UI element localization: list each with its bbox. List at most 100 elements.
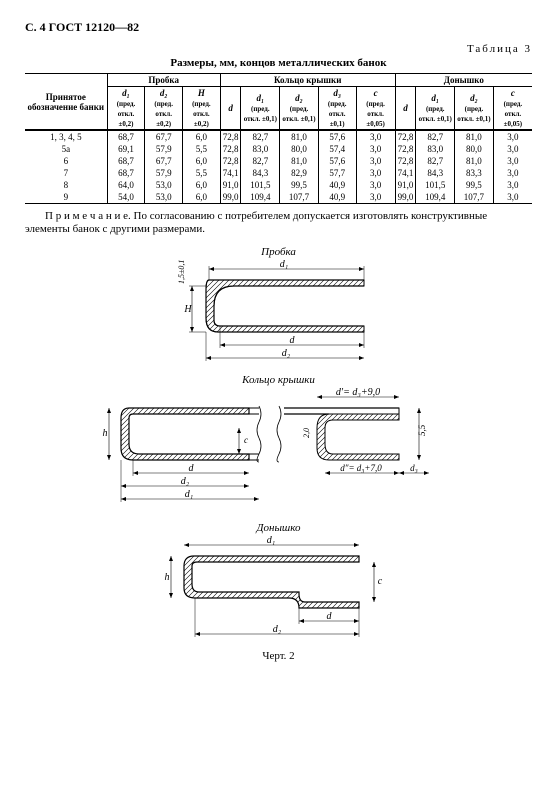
cell: 82,7: [416, 155, 455, 167]
col: d₁(пред. откл. ±0,2): [107, 87, 145, 131]
cell: 74,1: [395, 167, 416, 179]
cell: 3,0: [493, 179, 532, 191]
cell: 72,8: [220, 143, 241, 155]
svg-text:d₁: d₁: [266, 536, 274, 546]
table-row: 864,053,06,091,0101,599,540,93,091,0101,…: [25, 179, 532, 191]
cell: 3,0: [493, 130, 532, 143]
cell: 67,7: [145, 130, 183, 143]
rowhead: Принятое обозначение банки: [25, 74, 107, 131]
col: d₁(пред. откл. ±0,1): [241, 87, 280, 131]
cell: 72,8: [220, 155, 241, 167]
cell: 68,7: [107, 130, 145, 143]
col: d₂(пред. откл. ±0,2): [145, 87, 183, 131]
table-row: 1, 3, 4, 568,767,76,072,882,781,057,63,0…: [25, 130, 532, 143]
dimensions-table: Принятое обозначение банки Пробка Кольцо…: [25, 73, 532, 204]
cell: 57,6: [318, 130, 356, 143]
svg-text:h: h: [102, 428, 107, 439]
cell: 81,0: [280, 155, 319, 167]
cell: 72,8: [220, 130, 241, 143]
cell: 3,0: [493, 143, 532, 155]
svg-text:5,5: 5,5: [417, 425, 427, 437]
cell: 84,3: [241, 167, 280, 179]
cell: 83,3: [455, 167, 494, 179]
cell: 91,0: [395, 179, 416, 191]
cell: 69,1: [107, 143, 145, 155]
table-row: 768,757,95,574,184,382,957,73,074,184,38…: [25, 167, 532, 179]
svg-text:d₃: d₃: [410, 463, 418, 473]
svg-text:H: H: [183, 304, 192, 315]
cell: 57,9: [145, 167, 183, 179]
col: c(пред. откл. ±0,05): [356, 87, 395, 131]
fig-kolco: d′= d₃+9,0 h c 2,0 5,5 d d₂ d₁ d″= d₃+7,…: [99, 388, 459, 518]
cell: 82,9: [280, 167, 319, 179]
cell: 9: [25, 191, 107, 204]
cell: 3,0: [356, 130, 395, 143]
table-row: 668,767,76,072,882,781,057,63,072,882,78…: [25, 155, 532, 167]
fig-donyshko: d₁ h c d d₂: [159, 536, 399, 646]
cell: 68,7: [107, 167, 145, 179]
cell: 81,0: [455, 155, 494, 167]
page-header: С. 4 ГОСТ 12120—82: [25, 20, 532, 35]
svg-text:d₂: d₂: [272, 624, 281, 635]
cell: 80,0: [455, 143, 494, 155]
cell: 3,0: [493, 155, 532, 167]
svg-text:d₁: d₁: [184, 489, 192, 500]
col: d₂(пред. откл. ±0,1): [455, 87, 494, 131]
cell: 5,5: [183, 143, 221, 155]
col: d: [220, 87, 241, 131]
cell: 3,0: [493, 191, 532, 204]
cell: 3,0: [356, 179, 395, 191]
cell: 81,0: [455, 130, 494, 143]
cell: 99,0: [220, 191, 241, 204]
cell: 68,7: [107, 155, 145, 167]
cell: 83,0: [241, 143, 280, 155]
group-probka: Пробка: [107, 74, 220, 87]
cell: 57,7: [318, 167, 356, 179]
cell: 3,0: [356, 191, 395, 204]
svg-text:d: d: [326, 611, 332, 622]
cell: 57,9: [145, 143, 183, 155]
svg-text:h: h: [164, 572, 169, 583]
fig-probka: d₁ H 1,5±0,1 d d₂: [164, 260, 394, 370]
table-row: 954,053,06,099,0109,4107,740,93,099,0109…: [25, 191, 532, 204]
cell: 91,0: [220, 179, 241, 191]
cell: 5а: [25, 143, 107, 155]
cell: 84,3: [416, 167, 455, 179]
cell: 107,7: [455, 191, 494, 204]
col: d: [395, 87, 416, 131]
cell: 109,4: [416, 191, 455, 204]
cell: 64,0: [107, 179, 145, 191]
svg-text:d″= d₃+7,0: d″= d₃+7,0: [340, 463, 382, 473]
cell: 3,0: [356, 155, 395, 167]
col: c(пред. откл. ±0,05): [493, 87, 532, 131]
cell: 109,4: [241, 191, 280, 204]
cell: 8: [25, 179, 107, 191]
cell: 101,5: [416, 179, 455, 191]
svg-text:d′= d₃+9,0: d′= d₃+9,0: [335, 388, 379, 398]
svg-text:d₁: d₁: [279, 260, 287, 270]
fig3-label: Донышко: [25, 522, 532, 534]
cell: 107,7: [280, 191, 319, 204]
cell: 6,0: [183, 155, 221, 167]
figure-caption: Черт. 2: [25, 650, 532, 662]
cell: 40,9: [318, 179, 356, 191]
cell: 74,1: [220, 167, 241, 179]
table-title: Размеры, мм, концов металлических банок: [25, 57, 532, 69]
cell: 72,8: [395, 155, 416, 167]
table-note: П р и м е ч а н и е. По согласованию с п…: [25, 210, 532, 236]
cell: 72,8: [395, 143, 416, 155]
cell: 6: [25, 155, 107, 167]
cell: 82,7: [241, 155, 280, 167]
table-row: 5а69,157,95,572,883,080,057,43,072,883,0…: [25, 143, 532, 155]
cell: 53,0: [145, 179, 183, 191]
cell: 99,0: [395, 191, 416, 204]
cell: 6,0: [183, 179, 221, 191]
cell: 82,7: [416, 130, 455, 143]
col: d₃(пред. откл. ±0,1): [318, 87, 356, 131]
col: H(пред. откл. ±0,2): [183, 87, 221, 131]
svg-text:d₂: d₂: [281, 348, 290, 359]
svg-text:1,5±0,1: 1,5±0,1: [177, 260, 186, 284]
cell: 6,0: [183, 130, 221, 143]
svg-text:c: c: [377, 576, 382, 587]
cell: 7: [25, 167, 107, 179]
